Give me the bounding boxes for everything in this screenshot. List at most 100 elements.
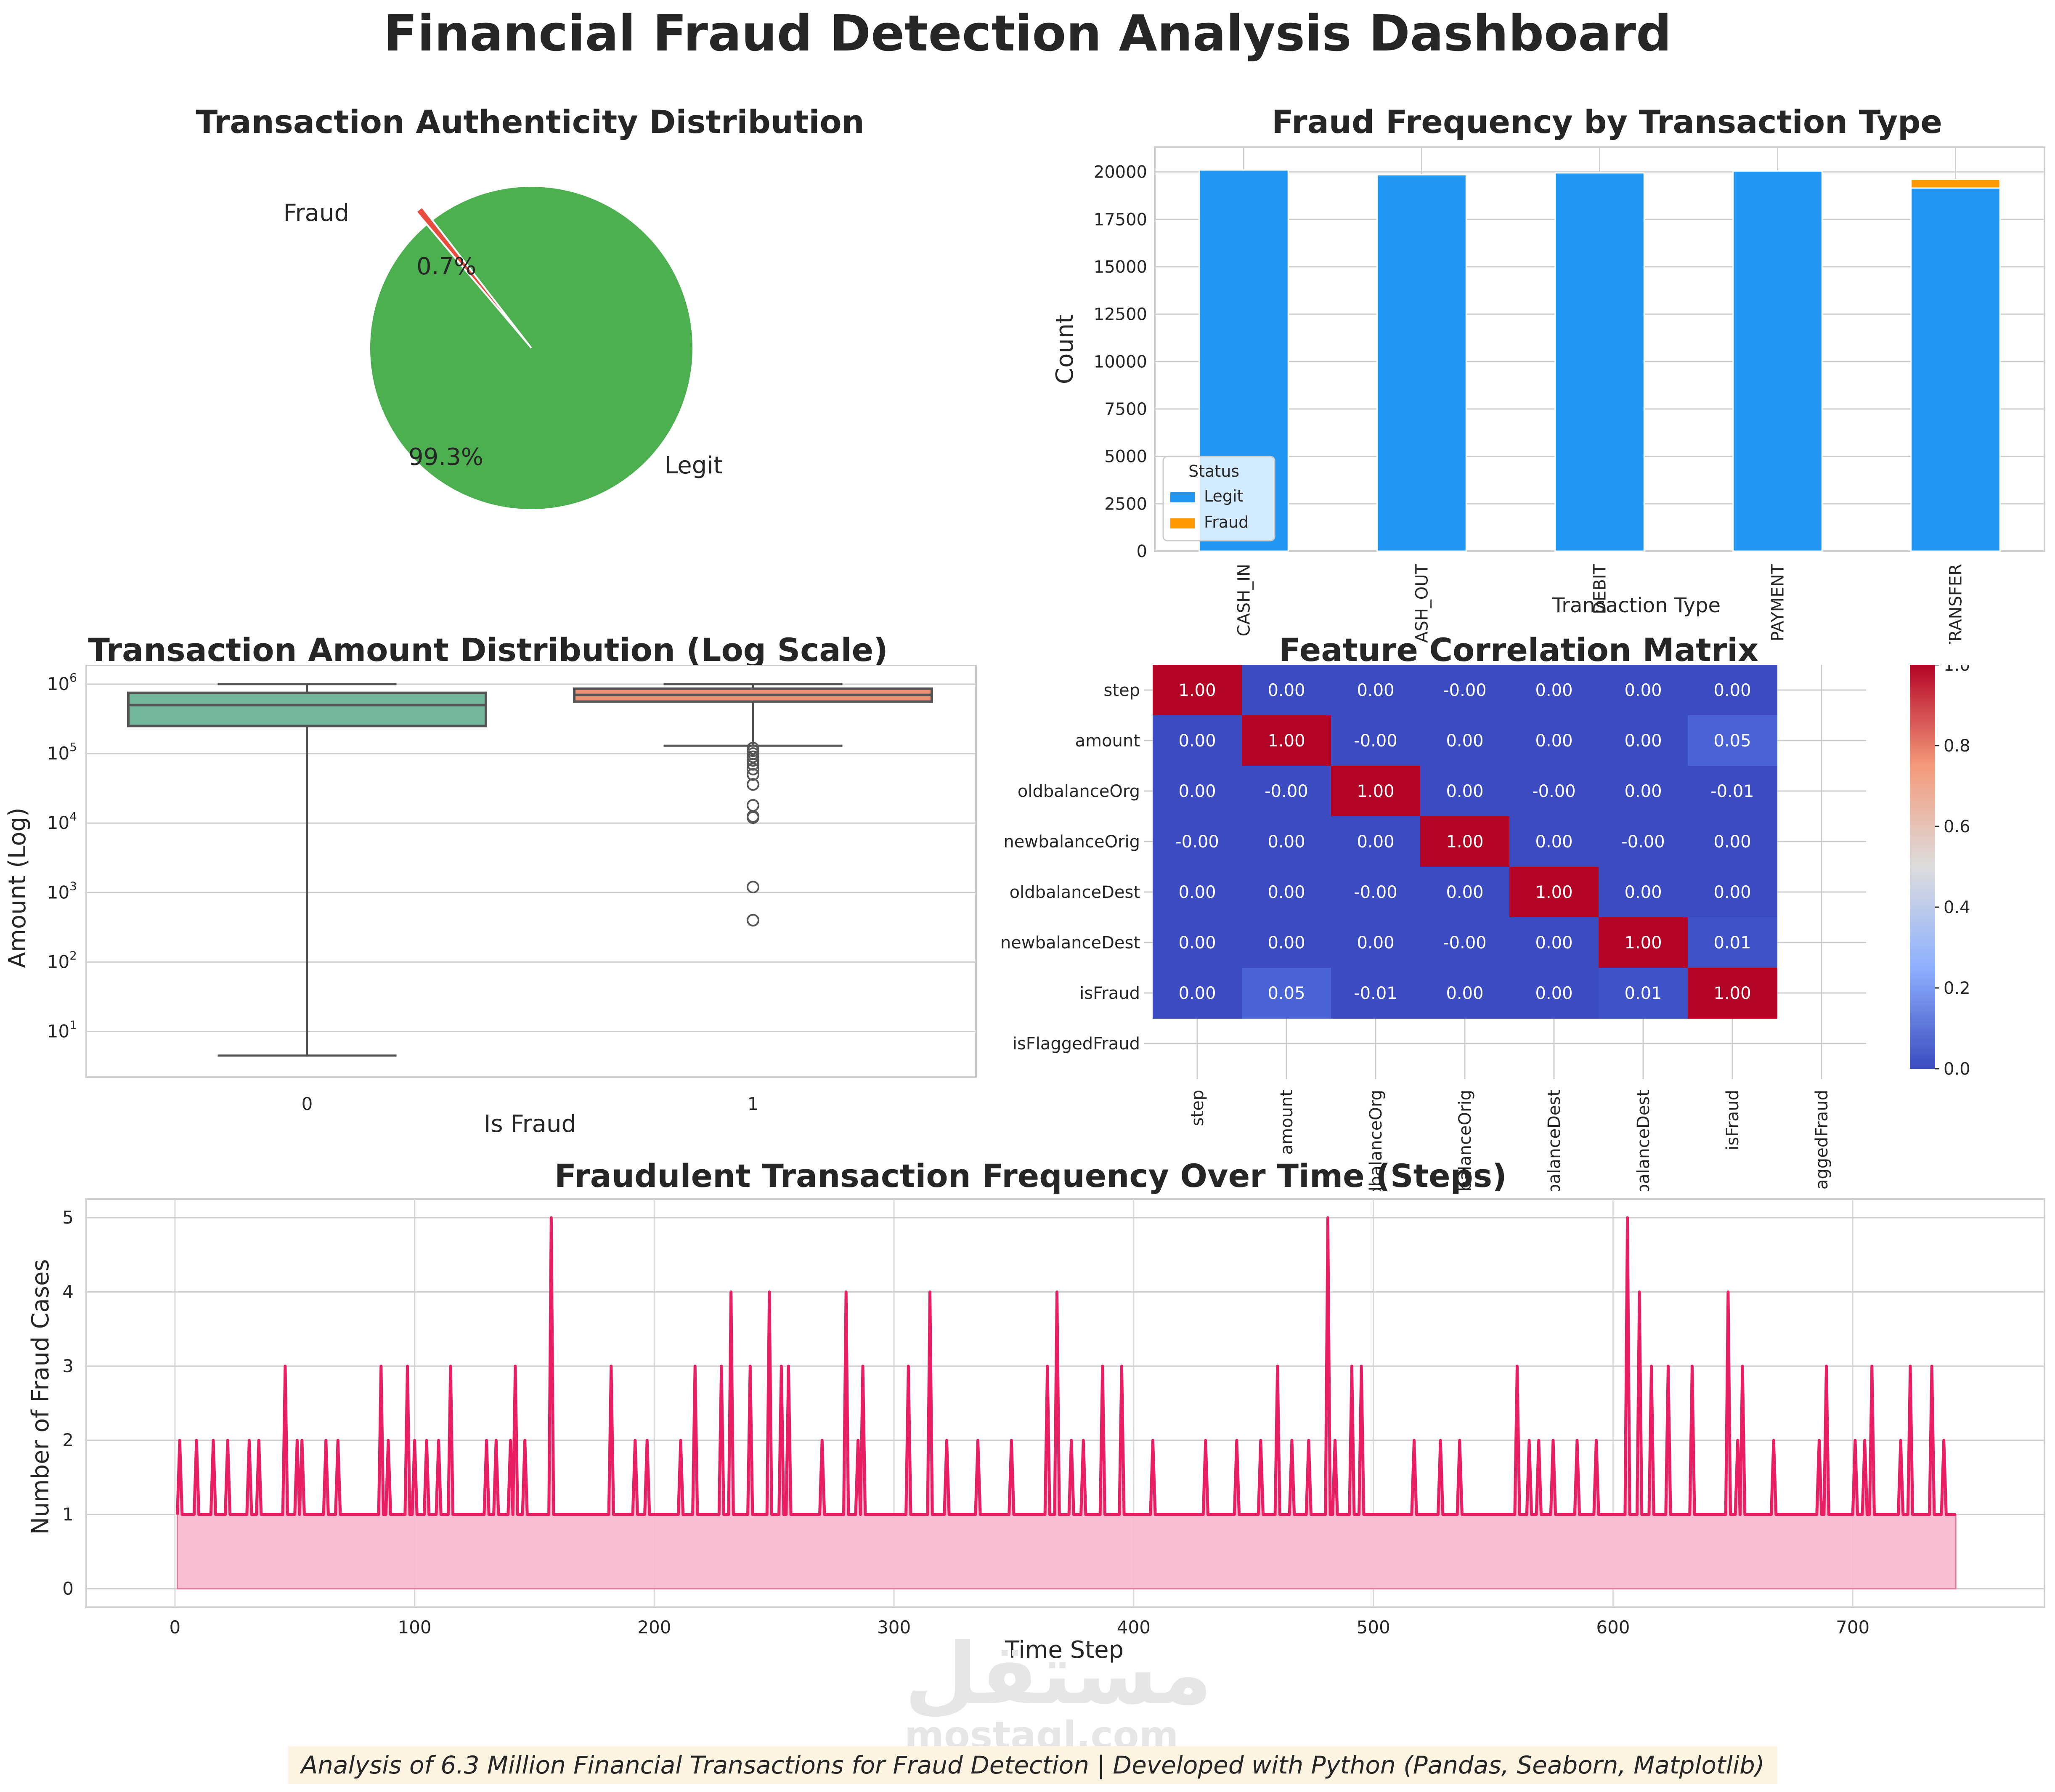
heat-cell bbox=[1153, 665, 1242, 716]
legend-title: Status bbox=[1188, 462, 1239, 481]
heat-row-label: amount bbox=[1075, 731, 1140, 751]
line-xtick: 700 bbox=[1836, 1617, 1869, 1638]
heat-cell bbox=[1509, 665, 1599, 716]
pie-label-legit: Legit bbox=[665, 452, 723, 479]
line-xtick: 0 bbox=[169, 1617, 180, 1638]
heat-cell bbox=[1420, 867, 1510, 918]
heat-cell bbox=[1420, 917, 1510, 968]
bar-xtick: DEBIT bbox=[1591, 563, 1610, 614]
box-ytick: 102 bbox=[47, 948, 77, 972]
line-ytick: 2 bbox=[62, 1430, 74, 1450]
heat-cell bbox=[1153, 867, 1242, 918]
heat-cell bbox=[1420, 665, 1510, 716]
box-ytick-exp: 1 bbox=[69, 1018, 77, 1032]
heat-cell bbox=[1688, 665, 1777, 716]
box-xtick: 0 bbox=[302, 1094, 313, 1114]
watermark-logo: مستقل bbox=[904, 1625, 1212, 1723]
footer-caption: Analysis of 6.3 Million Financial Transa… bbox=[288, 1746, 1777, 1784]
box-outlier bbox=[747, 913, 759, 927]
heat-cell-value: 0.00 bbox=[1178, 984, 1216, 1003]
heat-row-label: step bbox=[1103, 681, 1140, 700]
box-xlabel: Is Fraud bbox=[484, 1110, 576, 1138]
heat-cell bbox=[1509, 766, 1599, 817]
bar-ytick: 0 bbox=[1137, 542, 1147, 561]
heat-col-label: oldbalanceOrg bbox=[1366, 1090, 1386, 1191]
heat-col-label: amount bbox=[1277, 1090, 1297, 1155]
heat-cell-value: 0.00 bbox=[1624, 883, 1662, 902]
line-ytick: 3 bbox=[62, 1356, 74, 1376]
bar-xtick: TRANSFER bbox=[1946, 564, 1966, 644]
line-ytick: 1 bbox=[62, 1504, 74, 1525]
colorbar bbox=[1910, 665, 1935, 1069]
heat-cell bbox=[1331, 665, 1421, 716]
heat-cell-value: 0.00 bbox=[1178, 782, 1216, 801]
heat-cell-value: 0.05 bbox=[1267, 984, 1305, 1003]
heat-cell-value: 0.00 bbox=[1713, 883, 1751, 902]
heat-cell-value: 0.00 bbox=[1267, 883, 1305, 902]
line-xlabel: Time Step bbox=[1005, 1636, 1124, 1664]
heat-cell bbox=[1331, 715, 1421, 766]
heat-cell-value: 1.00 bbox=[1713, 984, 1751, 1003]
heat-cell bbox=[1242, 766, 1331, 817]
line-ytick: 4 bbox=[62, 1281, 74, 1302]
heat-cell-value: -0.00 bbox=[1354, 883, 1397, 902]
heat-cell bbox=[1688, 917, 1777, 968]
heat-row-label: isFraud bbox=[1079, 984, 1140, 1003]
bar-ytick: 10000 bbox=[1094, 352, 1147, 372]
box-outlier bbox=[747, 762, 759, 775]
heat-cell-value: -0.01 bbox=[1354, 984, 1397, 1003]
heat-cell-value: -0.00 bbox=[1443, 681, 1487, 700]
line-xtick: 500 bbox=[1357, 1617, 1390, 1638]
heat-cell bbox=[1599, 715, 1688, 766]
heat-cell-value: 0.00 bbox=[1713, 832, 1751, 852]
bar-ylabel: Count bbox=[1051, 314, 1079, 384]
heat-cell-value: -0.01 bbox=[1710, 782, 1754, 801]
heat-cell-value: 0.00 bbox=[1713, 681, 1751, 700]
heat-cell-value: 1.00 bbox=[1178, 681, 1216, 700]
heat-cell bbox=[1509, 867, 1599, 918]
heat-cell-value: 0.01 bbox=[1713, 933, 1751, 953]
heat-cell bbox=[1599, 816, 1688, 867]
box-iqr bbox=[127, 691, 487, 727]
bar-fraud bbox=[1910, 179, 2001, 189]
heat-cell-value: 0.00 bbox=[1357, 933, 1394, 953]
bar-ytick: 20000 bbox=[1094, 163, 1147, 182]
heat-cell bbox=[1688, 816, 1777, 867]
colorbar-tick-label: 1.0 bbox=[1944, 665, 1970, 675]
heat-cell bbox=[1331, 968, 1421, 1019]
line-xtick: 400 bbox=[1117, 1617, 1151, 1638]
bar-ytick: 7500 bbox=[1104, 400, 1147, 419]
heat-cell bbox=[1331, 867, 1421, 918]
heat-cell-value: 0.00 bbox=[1624, 681, 1662, 700]
line-ytick: 0 bbox=[62, 1578, 74, 1599]
heat-cell-value: 0.00 bbox=[1178, 883, 1216, 902]
heat-cell bbox=[1688, 867, 1777, 918]
box-ytick: 103 bbox=[47, 879, 77, 903]
heat-cell-value: -0.00 bbox=[1621, 832, 1665, 852]
heat-row-label: newbalanceOrig bbox=[1003, 832, 1140, 852]
bar-title: Fraud Frequency by Transaction Type bbox=[1272, 103, 1942, 141]
bar-legit bbox=[1732, 170, 1823, 552]
box-outlier bbox=[747, 811, 759, 824]
heat-cell bbox=[1420, 816, 1510, 867]
heat-cell bbox=[1420, 715, 1510, 766]
watermark: مستقل mostaql.com bbox=[904, 1625, 1212, 1755]
line-xtick: 100 bbox=[398, 1617, 431, 1638]
heat-cell bbox=[1688, 715, 1777, 766]
pie-title: Transaction Authenticity Distribution bbox=[196, 103, 864, 141]
box-outlier bbox=[747, 754, 759, 767]
box-ylabel: Amount (Log) bbox=[4, 807, 31, 968]
heat-cell-value: 0.00 bbox=[1624, 782, 1662, 801]
bar-ytick: 2500 bbox=[1104, 494, 1147, 514]
pie-chart: Fraud 99.3% 0.7% Legit bbox=[283, 185, 723, 511]
box-ytick: 105 bbox=[47, 740, 77, 764]
heat-cell-value: 0.00 bbox=[1267, 681, 1305, 700]
heat-cell-value: -0.00 bbox=[1175, 832, 1219, 852]
heat-cell bbox=[1509, 917, 1599, 968]
heat-row-label: newbalanceDest bbox=[1001, 933, 1140, 953]
heat-col-label: newbalanceDest bbox=[1634, 1090, 1653, 1191]
heat-cell-value: 1.00 bbox=[1267, 731, 1305, 751]
box-ytick: 106 bbox=[47, 671, 77, 694]
heat-cell-value: 0.00 bbox=[1357, 681, 1394, 700]
line-xtick: 300 bbox=[877, 1617, 911, 1638]
